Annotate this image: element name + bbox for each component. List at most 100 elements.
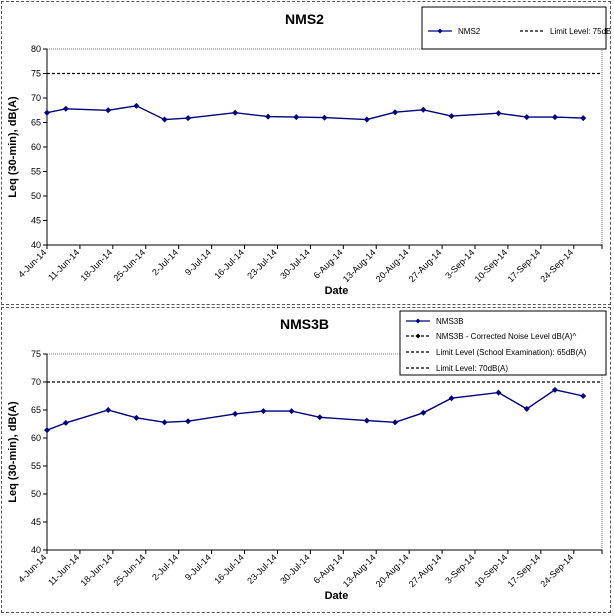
nms2-x-tick-label: 3-Sep-14 <box>443 247 476 280</box>
nms3b-legend: NMS3B NMS3B - Corrected Noise Level dB(A)… <box>399 310 607 376</box>
nms3b-series-line <box>46 389 584 431</box>
nms2-chart: NMS24045505560657075804-Jun-1411-Jun-141… <box>7 6 610 297</box>
nms3b-x-tick-label: 3-Sep-14 <box>443 552 476 585</box>
nms3b-plot-area <box>46 353 603 551</box>
nms3b-legend-marker <box>415 318 421 324</box>
nms2-data-point <box>133 102 140 109</box>
nms2-data-point <box>551 114 558 121</box>
nms2-x-tick-label: 18-Jun-14 <box>79 247 115 283</box>
nms3b-x-tick-label: 23-Jul-14 <box>245 552 279 586</box>
nms3b-data-point <box>448 395 455 402</box>
nms3b-data-point <box>62 419 69 426</box>
nms3b-legend-entry: Limit Level (School Examination): 65dB(A… <box>406 348 587 357</box>
nms2-data-point <box>392 109 399 116</box>
nms2-data-point <box>495 110 502 117</box>
nms3b-data-point <box>495 389 502 396</box>
nms3b-data-point <box>580 393 587 399</box>
nms3b-legend-label: Limit Level: 70dB(A) <box>436 364 508 373</box>
nms3b-x-tick-label: 20-Aug-14 <box>374 552 411 589</box>
nms3b-chart: NMS3B 40 45 50 55 60 65 70 75 4-Jun-1411-Jun-1418… <box>7 310 607 602</box>
nms2-data-point <box>523 114 530 121</box>
nms2-y-tick-label: 65 <box>31 118 41 128</box>
nms2-y-tick-label: 60 <box>31 142 41 152</box>
nms3b-data-point <box>288 408 295 415</box>
nms2-chart-title: NMS2 <box>285 11 324 27</box>
nms3b-x-tick-label: 16-Jul-14 <box>212 552 246 586</box>
nms2-legend-marker <box>437 28 443 34</box>
nms2-y-tick-label: 55 <box>31 167 41 177</box>
nms3b-data-point <box>523 405 530 412</box>
nms2-data-point <box>293 114 300 121</box>
nms3b-data-point <box>44 427 50 434</box>
nms3b-chart-panel: NMS3B 40 45 50 55 60 65 70 75 4-Jun-14 11-Jun-14 18… <box>1 307 611 613</box>
nms3b-data-point <box>133 414 140 421</box>
nms2-legend-entry: Limit Level: 75dB(A) <box>520 27 610 36</box>
nms3b-legend-marker <box>415 333 421 339</box>
nms3b-data-point <box>105 407 112 413</box>
nms3b-data-point <box>260 408 267 415</box>
nms2-legend-box <box>421 6 607 50</box>
nms2-legend-entry: NMS2 <box>428 27 481 36</box>
nms2-legend-label: NMS2 <box>458 27 481 36</box>
nms2-data-point <box>265 113 272 120</box>
nms3b-x-tick-label: 9-Jul-14 <box>183 552 213 582</box>
nms2-data-point <box>448 113 455 120</box>
nms3b-x-tick-label: 18-Jun-14 <box>79 552 115 588</box>
nms3b-x-tick-label: 25-Jun-14 <box>111 552 147 588</box>
nms3b-y-tick-label: 60 <box>31 433 41 443</box>
nms3b-y-tick-label: 70 <box>31 377 41 387</box>
nms2-data-point <box>232 109 239 116</box>
nms2-legend: NMS2 Limit Level: 75dB(A) <box>421 6 610 50</box>
nms3b-x-tick-label: 4-Jun-14 <box>16 552 48 584</box>
nms2-y-tick-label: 40 <box>31 240 41 250</box>
nms3b-x-tick-label: 6-Aug-14 <box>311 552 344 585</box>
nms2-data-point <box>420 106 427 113</box>
nms3b-legend-entry: Limit Level: 70dB(A) <box>406 364 508 373</box>
nms2-data-point <box>321 114 328 121</box>
nms3b-x-tick-label: 11-Jun-14 <box>46 552 81 587</box>
nms2-x-tick-label: 17-Sep-14 <box>505 247 542 284</box>
nms2-x-tick-label: 9-Jul-14 <box>183 247 213 277</box>
nms2-data-point <box>105 107 112 114</box>
nms2-y-tick-label: 50 <box>31 191 41 201</box>
nms2-x-tick-label: 20-Aug-14 <box>374 247 411 284</box>
nms2-data-point <box>161 116 168 123</box>
nms3b-data-point <box>392 419 399 426</box>
nms3b-x-tick-label: 13-Aug-14 <box>341 552 378 589</box>
nms3b-legend-box <box>399 310 607 376</box>
nms2-x-tick-label: 2-Jul-14 <box>150 247 180 277</box>
nms3b-chart-title: NMS3B <box>280 316 329 332</box>
nms3b-y-axis-title: Leq (30-min), dB(A) <box>7 401 19 503</box>
nms2-x-tick-label: 27-Aug-14 <box>407 247 444 284</box>
nms3b-legend-entry: NMS3B <box>406 317 464 326</box>
nms2-x-tick-label: 30-Jul-14 <box>278 247 312 281</box>
nms2-legend-label: Limit Level: 75dB(A) <box>550 27 610 36</box>
nms2-series-line <box>46 105 584 121</box>
nms3b-y-tick-label: 45 <box>31 517 41 527</box>
nms3b-y-tick-label: 75 <box>31 349 41 359</box>
nms3b-y-tick-label: 40 <box>31 545 41 555</box>
nms3b-legend-label: NMS3B - Corrected Noise Level dB(A)^ <box>436 332 576 341</box>
nms3b-data-point <box>363 417 370 424</box>
nms3b-legend-label: Limit Level (School Examination): 65dB(A… <box>436 348 587 357</box>
nms3b-data-point <box>420 409 427 416</box>
nms2-plot-area <box>46 48 603 246</box>
nms2-x-tick-label: 23-Jul-14 <box>245 247 279 281</box>
nms2-x-axis-title: Date <box>325 285 349 297</box>
nms2-y-tick-label: 70 <box>31 93 41 103</box>
nms3b-data-point <box>551 386 558 393</box>
nms3b-x-axis-title: Date <box>325 590 349 602</box>
nms2-x-tick-label: 4-Jun-14 <box>16 247 48 279</box>
nms2-y-axis-title: Leq (30-min), dB(A) <box>7 96 19 198</box>
nms2-y-tick-label: 80 <box>31 44 41 54</box>
nms3b-data-point <box>161 419 168 426</box>
nms3b-x-tick-label: 30-Jul-14 <box>278 552 312 586</box>
nms3b-series-0 <box>44 386 587 434</box>
nms3b-x-tick-label: 2-Jul-14 <box>150 552 180 582</box>
nms2-chart-panel: NMS2 40 45 50 55 60 65 70 75 80 4-Jun-14 11-Jun-14 1… <box>1 1 611 305</box>
nms2-x-tick-label: 11-Jun-14 <box>46 247 81 282</box>
nms3b-x-tick-label: 17-Sep-14 <box>505 552 542 589</box>
nms3b-data-point <box>185 418 192 425</box>
nms3b-y-tick-label: 65 <box>31 405 41 415</box>
nms2-data-point <box>44 109 50 116</box>
